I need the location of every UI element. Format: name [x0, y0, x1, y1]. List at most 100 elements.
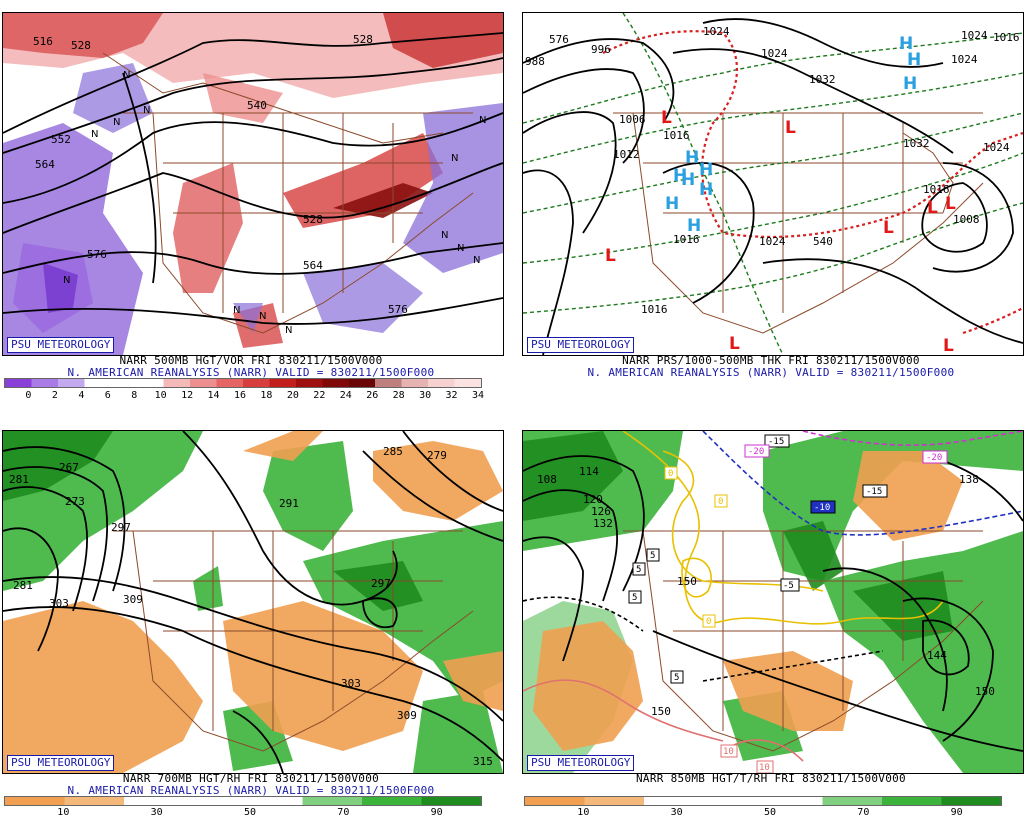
temp-label-zero: 0: [664, 466, 678, 480]
colorbar-tick-label: 24: [339, 390, 352, 401]
svg-text:N: N: [259, 311, 266, 322]
svg-text:114: 114: [579, 465, 599, 478]
map-850mb: 108 114 120 126 132 138 144 150 150 150 …: [522, 430, 1024, 774]
svg-text:-15: -15: [866, 487, 882, 497]
height-labels: 108 114 120 126 132 138 144 150 150 150: [537, 465, 995, 718]
svg-text:309: 309: [397, 709, 417, 722]
isotherms: [523, 431, 1023, 762]
contour-labels: 285 279 267 281 273 297 291 281 303 309 …: [9, 445, 493, 768]
svg-text:150: 150: [677, 575, 697, 588]
svg-text:564: 564: [35, 158, 55, 171]
svg-text:576: 576: [388, 303, 408, 316]
colorbar-tick-label: 10: [577, 807, 590, 818]
svg-text:1024: 1024: [961, 29, 988, 42]
svg-text:-20: -20: [748, 447, 764, 457]
colorbar-tick-label: 10: [57, 807, 70, 818]
svg-text:1024: 1024: [983, 141, 1010, 154]
svg-text:N: N: [441, 230, 448, 241]
svg-text:1012: 1012: [613, 148, 640, 161]
temperature-labels: -15 -20 -20 -15 -10 -5 0 0 0 5 5 5 5 10 …: [628, 434, 948, 773]
panel-850mb-temp-rh: 108 114 120 126 132 138 144 150 150 150 …: [520, 418, 1024, 826]
svg-text:996: 996: [591, 43, 611, 56]
temp-label-zero: 0: [702, 614, 716, 628]
svg-text:H: H: [681, 170, 695, 190]
svg-text:L: L: [605, 246, 616, 266]
svg-text:564: 564: [303, 259, 323, 272]
svg-text:H: H: [673, 166, 687, 186]
colorbar-tick-label: 16: [233, 390, 247, 401]
svg-text:0: 0: [706, 617, 711, 627]
colorbar-rh: [4, 796, 482, 806]
temp-label-five: 5: [646, 548, 660, 562]
panel-subtitle: N. AMERICAN REANALYSIS (NARR) VALID = 83…: [67, 366, 435, 379]
psu-meteorology-badge: PSU METEOROLOGY: [7, 337, 115, 353]
colorbar-tick-label: 8: [131, 390, 138, 401]
svg-text:309: 309: [123, 593, 143, 606]
svg-text:H: H: [903, 74, 917, 94]
svg-text:N: N: [113, 117, 120, 128]
svg-text:303: 303: [49, 597, 69, 610]
temp-label-five: 5: [632, 562, 646, 576]
svg-text:10: 10: [723, 747, 734, 757]
svg-text:132: 132: [593, 517, 613, 530]
svg-text:1016: 1016: [673, 233, 700, 246]
map-500mb: 516 528 528 540 552 564 576 576 564 528 …: [2, 12, 504, 356]
rh-shading: [3, 431, 503, 773]
svg-text:N: N: [479, 115, 486, 126]
svg-text:1016: 1016: [923, 183, 950, 196]
colorbar-tick-label: 26: [366, 390, 379, 401]
svg-text:315: 315: [473, 755, 493, 768]
svg-text:540: 540: [247, 99, 267, 112]
temp-label-ten: 10: [720, 744, 738, 758]
colorbar-tick-label: 22: [313, 390, 326, 401]
temp-label-five: 5: [628, 590, 642, 604]
panel-title: NARR 500MB HGT/VOR FRI 830211/1500V000: [119, 354, 383, 367]
panel-subtitle: N. AMERICAN REANALYSIS (NARR) VALID = 83…: [587, 366, 955, 379]
map-700mb: 285 279 267 281 273 297 291 281 303 309 …: [2, 430, 504, 774]
svg-text:1016: 1016: [993, 31, 1020, 44]
colorbar-tick-label: 50: [763, 807, 777, 818]
temp-label-five: 5: [670, 670, 684, 684]
svg-text:N: N: [233, 305, 240, 316]
svg-text:285: 285: [383, 445, 403, 458]
psu-meteorology-badge: PSU METEOROLOGY: [527, 755, 635, 771]
colorbar-tick-label: 28: [392, 390, 405, 401]
colorbar-tick-label: 4: [78, 390, 85, 401]
svg-text:-10: -10: [814, 503, 830, 513]
svg-text:N: N: [451, 153, 458, 164]
colorbar-tick-label: 18: [260, 390, 273, 401]
panel-title: NARR 700MB HGT/RH FRI 830211/1500V000: [122, 772, 380, 785]
svg-text:H: H: [699, 180, 713, 200]
svg-text:273: 273: [65, 495, 85, 508]
colorbar-tick-label: 0: [25, 390, 32, 401]
svg-text:1016: 1016: [641, 303, 668, 316]
svg-text:L: L: [661, 108, 672, 128]
temp-label-zero: 0: [714, 494, 728, 508]
svg-text:281: 281: [9, 473, 29, 486]
height-contours: [3, 431, 503, 773]
svg-text:N: N: [473, 255, 480, 266]
svg-text:N: N: [91, 129, 98, 140]
svg-text:528: 528: [303, 213, 323, 226]
thickness-contours: [523, 13, 1023, 355]
svg-text:1006: 1006: [619, 113, 646, 126]
temp-label-ten: 10: [756, 760, 774, 773]
colorbar-tick-label: 30: [150, 807, 163, 818]
political-boundaries: [113, 530, 474, 752]
colorbar-ticks: 0 2 4 6 8 10 12 14 16 18 20 22 24 26 28 30 32 34: [4, 390, 484, 402]
colorbar-ticks: 10 30 50 70 90: [524, 807, 1000, 819]
svg-text:N: N: [123, 70, 130, 81]
svg-text:-15: -15: [768, 437, 784, 447]
svg-text:1032: 1032: [903, 137, 930, 150]
temp-label-minus15: -15: [862, 484, 888, 498]
svg-text:5: 5: [650, 551, 655, 561]
svg-text:303: 303: [341, 677, 361, 690]
svg-text:552: 552: [51, 133, 71, 146]
svg-text:281: 281: [13, 579, 33, 592]
svg-text:120: 120: [583, 493, 603, 506]
svg-text:N: N: [143, 105, 150, 116]
freezing-line: [602, 30, 1023, 335]
svg-text:L: L: [943, 336, 954, 355]
high-pressure-centers: H H H H H H H H H H: [665, 34, 921, 236]
isobars: [523, 18, 1023, 355]
